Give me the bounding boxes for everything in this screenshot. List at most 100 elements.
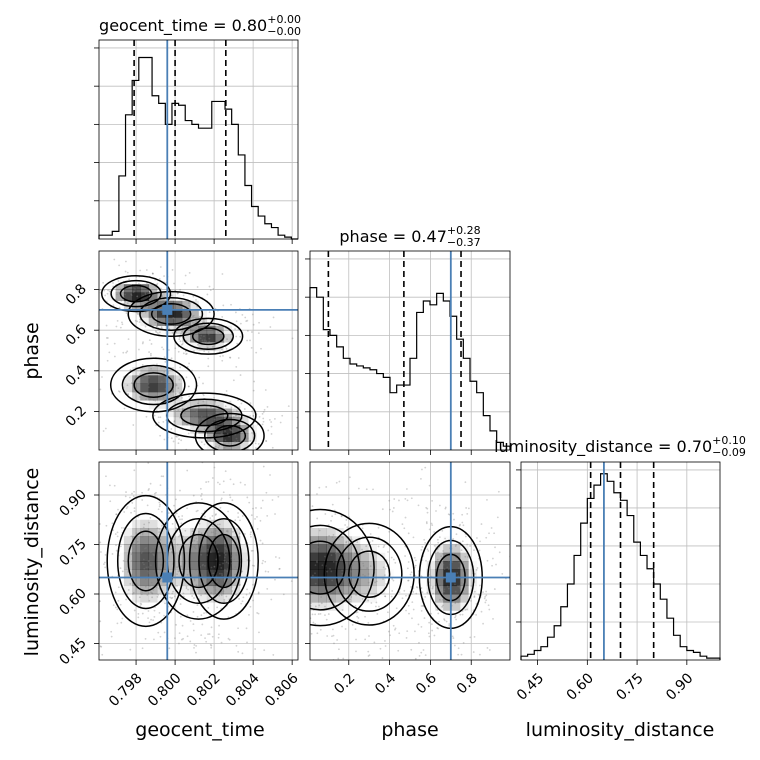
scatter-point — [128, 278, 130, 281]
density-cell — [206, 408, 216, 418]
scatter-point — [485, 536, 488, 539]
scatter-point — [461, 513, 464, 516]
scatter-point — [424, 596, 427, 598]
scatter-point — [442, 563, 445, 566]
density-cell — [198, 519, 208, 529]
density-cell — [318, 528, 327, 537]
scatter-point — [462, 524, 465, 527]
scatter-point — [233, 440, 236, 443]
scatter-point — [211, 477, 214, 479]
scatter-point — [142, 341, 144, 344]
scatter-point — [99, 645, 102, 648]
scatter-point — [195, 327, 197, 329]
scatter-point — [220, 432, 223, 435]
scatter-point — [384, 595, 386, 598]
scatter-point — [156, 325, 158, 328]
scatter-point — [405, 637, 408, 639]
scatter-point — [58, 281, 60, 283]
scatter-point — [442, 604, 444, 607]
scatter-point — [417, 623, 420, 626]
scatter-point — [159, 564, 162, 566]
scatter-point — [364, 638, 367, 641]
scatter-point — [229, 429, 232, 431]
scatter-point — [203, 459, 205, 461]
scatter-point — [285, 512, 287, 514]
scatter-point — [217, 551, 220, 554]
scatter-point — [202, 318, 205, 321]
scatter-point — [374, 581, 377, 584]
scatter-point — [436, 538, 439, 541]
scatter-point — [252, 507, 254, 510]
density-cell — [190, 416, 199, 426]
scatter-point — [349, 598, 351, 601]
scatter-point — [158, 567, 161, 570]
contour-line — [204, 418, 256, 450]
scatter-point — [135, 583, 138, 586]
scatter-point — [241, 515, 244, 517]
density-cell — [132, 552, 141, 562]
scatter-point — [414, 559, 417, 562]
scatter-point — [202, 563, 205, 566]
scatter-point — [316, 561, 318, 564]
scatter-point — [404, 516, 407, 519]
scatter-point — [185, 376, 188, 379]
scatter-point — [212, 593, 215, 596]
scatter-point — [151, 295, 154, 298]
scatter-point — [296, 575, 298, 577]
scatter-point — [328, 535, 330, 537]
scatter-point — [264, 570, 267, 573]
scatter-point — [126, 384, 129, 387]
x-tick-label-geocent_time: 0.798 — [106, 670, 146, 710]
scatter-point — [162, 298, 165, 301]
density-cell — [443, 594, 452, 603]
scatter-point — [311, 613, 314, 616]
scatter-point — [447, 559, 450, 562]
scatter-point — [149, 298, 152, 301]
scatter-point — [453, 644, 456, 647]
scatter-point — [225, 415, 227, 418]
scatter-point — [260, 347, 262, 350]
scatter-point — [86, 310, 88, 312]
scatter-point — [198, 522, 201, 525]
scatter-point — [494, 546, 496, 549]
scatter-point — [239, 583, 241, 586]
scatter-point — [270, 543, 272, 545]
scatter-point — [305, 615, 307, 617]
corner-panels — [58, 39, 721, 670]
density-cell — [198, 536, 208, 545]
hist-geocent_time-grid — [99, 40, 298, 239]
scatter-point — [246, 339, 248, 342]
scatter-point — [151, 272, 154, 275]
density-cell — [181, 569, 191, 578]
scatter-point — [193, 578, 196, 581]
scatter-point — [304, 524, 306, 526]
scatter-point — [216, 606, 219, 609]
scatter-point — [348, 585, 351, 588]
scatter-point — [231, 567, 234, 570]
scatter-point — [486, 559, 489, 562]
scatter-point — [203, 321, 205, 323]
scatter-point — [218, 483, 221, 486]
scatter-point — [199, 668, 201, 670]
scatter-point — [157, 558, 160, 561]
scatter-point — [178, 438, 180, 440]
scatter-point — [341, 625, 343, 628]
scatter-point — [147, 528, 150, 531]
scatter-point — [208, 633, 211, 635]
scatter-point — [150, 367, 153, 370]
scatter-point — [201, 564, 204, 567]
scatter-point — [197, 418, 200, 421]
scatter-point — [212, 583, 215, 586]
scatter-point — [176, 573, 178, 576]
scatter-point — [234, 519, 237, 522]
scatter-point — [211, 346, 214, 348]
scatter-point — [473, 595, 476, 598]
scatter-point — [455, 618, 457, 621]
scatter-point — [377, 526, 380, 529]
scatter-point — [178, 632, 181, 635]
scatter-point — [398, 499, 400, 502]
density-cell — [198, 425, 208, 434]
scatter-point — [185, 353, 187, 355]
scatter-point — [441, 605, 444, 608]
scatter-point — [139, 269, 142, 272]
